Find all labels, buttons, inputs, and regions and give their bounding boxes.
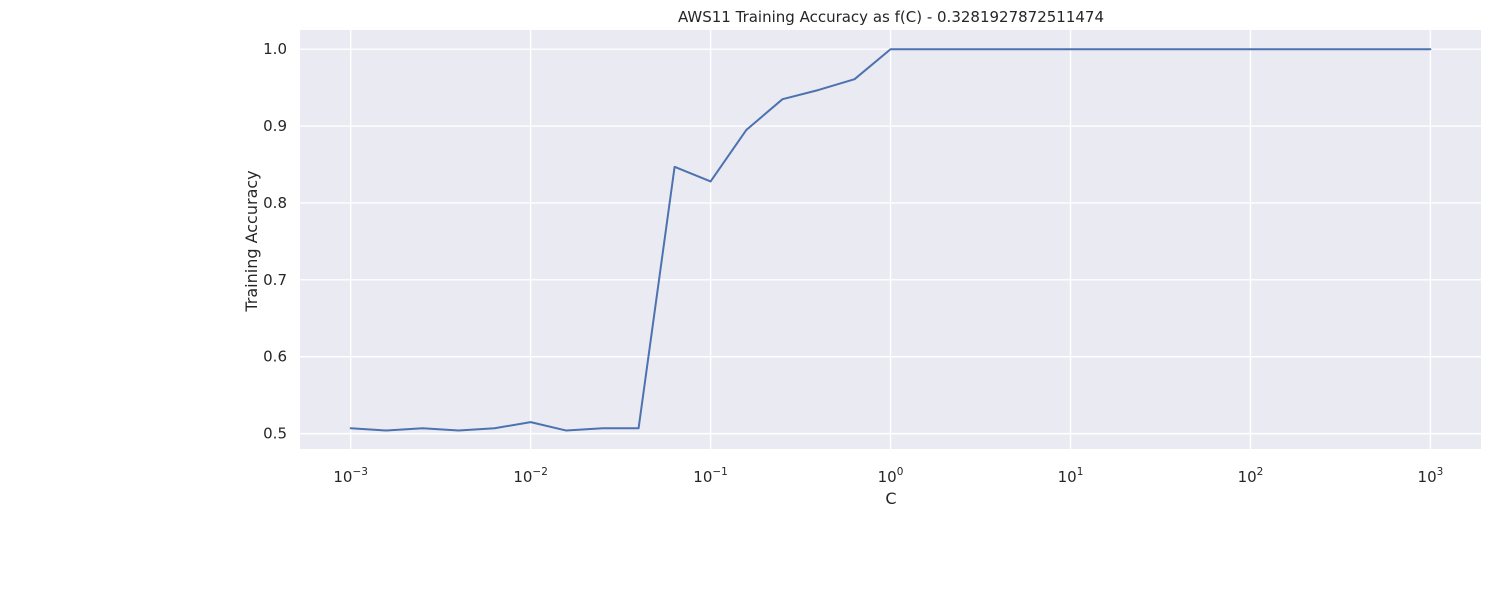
- y-tick-label: 0.7: [263, 271, 287, 289]
- x-tick-label: 10−1: [693, 466, 728, 486]
- y-axis-label: Training Accuracy: [242, 170, 261, 312]
- chart-title: AWS11 Training Accuracy as f(C) - 0.3281…: [678, 8, 1104, 26]
- series-layer: [349, 48, 1432, 432]
- y-tick-label: 0.9: [263, 117, 287, 135]
- x-tick-label: 10−3: [333, 466, 368, 486]
- x-tick-label: 100: [878, 466, 904, 486]
- x-tick-label: 102: [1238, 466, 1264, 486]
- y-tick-label: 1.0: [263, 40, 287, 58]
- series-line: [349, 48, 1432, 432]
- y-tick-label: 0.8: [263, 194, 287, 212]
- x-tick-label: 10−2: [513, 466, 548, 486]
- x-axis-label: C: [885, 489, 896, 508]
- y-tick-label: 0.5: [263, 425, 287, 443]
- x-tick-label: 103: [1418, 466, 1444, 486]
- x-tick-labels: 10−3 10−2 10−1 100 101 102 103: [333, 466, 1443, 486]
- grid-lines: [300, 30, 1481, 449]
- y-tick-label: 0.6: [263, 348, 287, 366]
- y-tick-labels: 0.5 0.6 0.7 0.8 0.9 1.0: [263, 40, 287, 442]
- x-tick-label: 101: [1058, 466, 1084, 486]
